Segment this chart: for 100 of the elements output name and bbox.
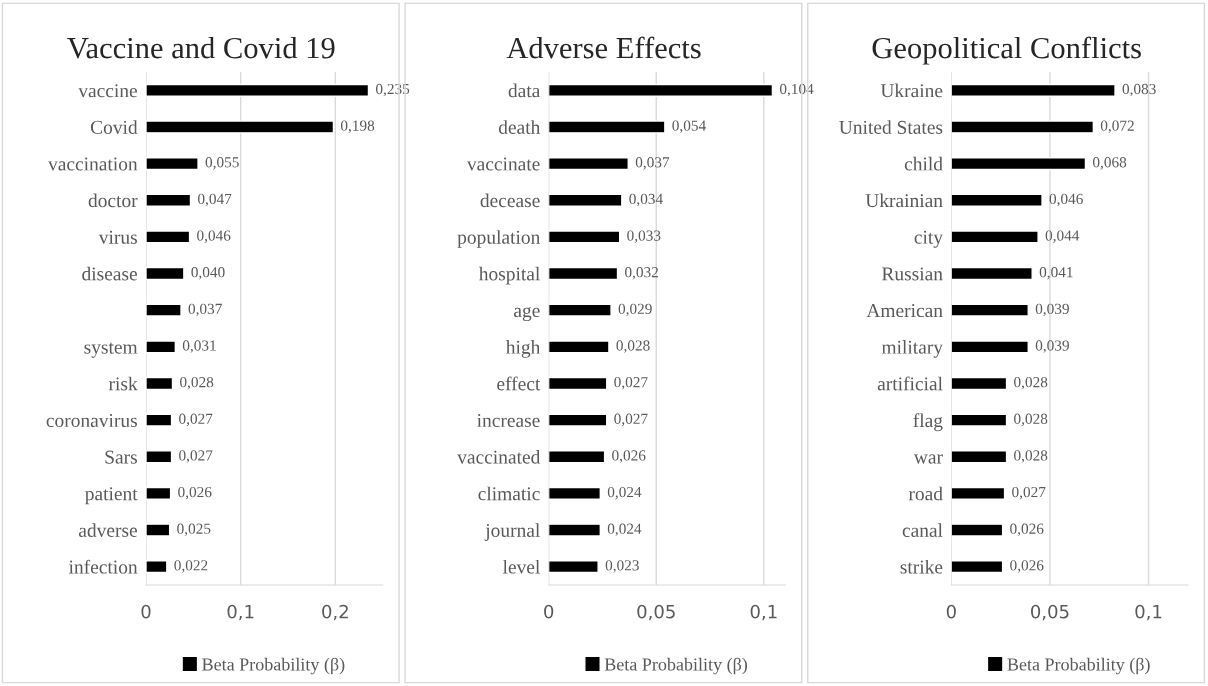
data-label: 0,026 [178,486,212,500]
bar [146,266,185,281]
bar [951,83,1116,97]
bar [548,230,621,244]
data-label: 0,037 [188,303,222,317]
bar [548,193,623,207]
data-label: 0,026 [612,450,646,463]
bar [951,193,1043,207]
data-label: 0,040 [191,267,225,280]
data-label: 0,072 [1100,120,1134,133]
y-tick-label: risk [108,376,138,391]
bar [146,230,191,244]
data-label: 0,032 [625,267,658,280]
data-label: 0,031 [182,340,216,353]
bar [146,340,177,354]
data-label: 0,028 [180,376,214,390]
data-label: 0,055 [205,157,239,170]
y-tick-label: United States [839,120,943,134]
bar [548,450,606,464]
data-label: 0,104 [779,83,814,97]
bar [951,230,1039,244]
data-label: 0,028 [1014,376,1048,390]
y-tick-label: vaccine [78,84,137,98]
data-label: 0,028 [1014,450,1048,463]
bar [548,303,612,317]
bar [951,560,1004,574]
y-tick-label: doctor [88,193,138,208]
data-label: 0,024 [607,486,642,500]
bar [146,450,173,464]
y-tick-label: vaccination [48,157,138,171]
data-label: 0,068 [1092,157,1127,170]
legend-label: Beta Probability (β) [1007,657,1150,675]
bar [951,120,1095,134]
bar [146,120,335,134]
y-tick-label: child [904,156,943,171]
data-label: 0,025 [177,523,211,537]
data-label: 0,041 [1039,267,1073,280]
y-tick-label: high [505,340,541,358]
y-tick-label: flag [913,413,943,432]
data-label: 0,028 [1014,413,1048,427]
bar [146,560,168,574]
y-tick-label: Covid [90,120,138,134]
data-label: 0,027 [1012,486,1046,500]
y-tick-label: road [908,486,943,501]
bar [548,376,608,391]
data-label: 0,026 [1010,523,1044,537]
data-label: 0,198 [340,120,375,133]
data-label: 0,039 [1035,303,1069,317]
y-tick-label: war [913,454,943,464]
data-label: 0,026 [1010,560,1044,573]
data-label: 0,034 [629,193,663,207]
x-tick-label: 0,2 [322,604,348,621]
y-tick-label: infection [68,559,138,574]
y-tick-label: effect [497,376,541,391]
x-tick-label: 0,05 [1031,604,1069,621]
y-tick-label: strike [900,559,943,574]
data-label: 0,046 [197,230,231,243]
y-tick-label: virus [98,230,137,244]
y-tick-label: age [514,306,540,322]
bar [548,157,629,171]
data-label: 0,028 [616,340,650,353]
bar [951,413,1008,427]
bar [548,523,601,537]
data-label: 0,235 [375,83,410,97]
x-tick-label: 0,1 [227,604,254,621]
data-label: 0,047 [198,193,232,207]
bar [951,157,1087,171]
bar [548,486,601,500]
chart-title: Vaccine and Covid 19 [67,36,335,59]
y-tick-label: death [498,120,541,134]
y-tick-label: military [881,340,943,358]
y-tick-label: hospital [478,266,540,285]
bar [951,266,1033,281]
bar [146,486,172,500]
y-tick-label: increase [477,413,540,428]
x-tick-label: 0,05 [637,604,675,621]
y-tick-label: Ukrainian [865,193,943,208]
data-label: 0,024 [607,523,642,537]
data-label: 0,027 [179,413,213,427]
bar [146,193,192,207]
y-tick-label: Ukraine [880,83,943,98]
bar [951,450,1008,464]
data-label: 0,023 [605,560,639,573]
bar [951,523,1004,537]
y-tick-label: artificial [877,376,943,391]
data-label: 0,027 [614,376,648,390]
y-tick-label: journal [484,523,540,541]
y-tick-label: vaccinated [457,450,541,464]
data-label: 0,083 [1122,83,1156,97]
data-label: 0,054 [672,120,706,133]
legend-label: Beta Probability (β) [202,657,345,675]
y-tick-label: decease [480,193,540,208]
y-tick-label: vaccinate [466,157,540,171]
bar [951,303,1029,317]
y-tick-label: data [508,83,541,98]
y-tick-label: level [502,559,540,574]
bar [146,157,199,171]
data-label: 0,029 [618,303,652,317]
y-tick-label: population [457,230,541,248]
bar [548,560,599,574]
